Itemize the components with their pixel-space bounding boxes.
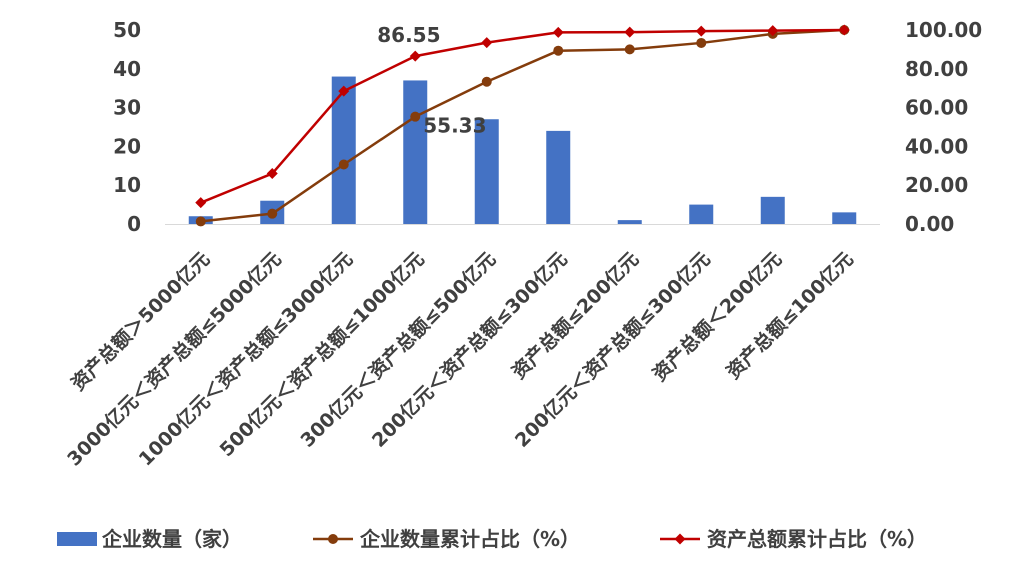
point xyxy=(195,216,206,227)
point xyxy=(624,26,636,38)
bar xyxy=(760,196,785,224)
legend-swatch-marker xyxy=(674,533,686,545)
bar xyxy=(689,204,714,224)
bar xyxy=(832,212,857,224)
left-axis-tick: 20 xyxy=(113,134,141,158)
right-axis-tick: 60.00 xyxy=(905,96,968,120)
left-axis-tick: 30 xyxy=(113,96,141,120)
point xyxy=(767,25,779,37)
point xyxy=(481,76,492,87)
line-count-cumulative xyxy=(200,28,845,223)
legend-label: 企业数量（家） xyxy=(101,527,242,551)
point xyxy=(266,168,278,180)
left-axis-tick: 10 xyxy=(113,173,141,197)
right-axis-ticks: 0.00 20.00 40.00 60.00 80.00 100.00 xyxy=(905,18,982,236)
category-label: 资产总额＞5000亿元 xyxy=(67,247,215,395)
legend-label: 资产总额累计占比（%） xyxy=(707,527,927,551)
legend-label: 企业数量累计占比（%） xyxy=(359,527,580,551)
bar xyxy=(546,130,571,224)
legend-swatch-marker xyxy=(328,534,338,544)
category-labels: 资产总额＞5000亿元3000亿元＜资产总额≤5000亿元1000亿元＜资产总额… xyxy=(63,247,858,470)
data-label: 55.33 xyxy=(423,114,486,138)
point xyxy=(338,159,349,170)
category-label: 资产总额≤200亿元 xyxy=(507,247,643,383)
point xyxy=(624,44,635,55)
right-axis-tick: 100.00 xyxy=(905,18,982,42)
line-series xyxy=(195,24,850,227)
point xyxy=(410,111,421,122)
right-axis-tick: 20.00 xyxy=(905,173,968,197)
bar xyxy=(403,80,428,224)
bar xyxy=(474,119,499,224)
point xyxy=(695,25,707,37)
point xyxy=(552,26,564,38)
data-labels: 86.55 55.33 xyxy=(377,23,486,138)
point xyxy=(553,45,564,56)
left-axis-tick: 0 xyxy=(127,212,141,236)
right-axis-tick: 40.00 xyxy=(905,134,968,158)
right-axis-tick: 0.00 xyxy=(905,212,954,236)
point xyxy=(838,24,850,36)
bar-series xyxy=(188,76,857,224)
category-label: 资产总额＜200亿元 xyxy=(648,247,786,385)
category-label: 资产总额≤100亿元 xyxy=(722,247,858,383)
point xyxy=(267,208,278,219)
left-axis-tick: 50 xyxy=(113,18,141,42)
left-axis-ticks: 0 10 20 30 40 50 xyxy=(113,18,141,236)
legend: 企业数量（家） 企业数量累计占比（%） 资产总额累计占比（%） xyxy=(57,527,927,551)
point xyxy=(338,85,350,97)
right-axis-tick: 80.00 xyxy=(905,57,968,81)
line-asset-cumulative xyxy=(200,28,845,204)
point xyxy=(195,197,207,209)
bar xyxy=(617,220,642,224)
point xyxy=(481,37,493,49)
point xyxy=(696,37,707,48)
point xyxy=(409,50,421,62)
left-axis-tick: 40 xyxy=(113,57,141,81)
bar xyxy=(331,76,356,224)
legend-swatch-bar xyxy=(57,532,97,546)
data-label: 86.55 xyxy=(377,23,440,47)
